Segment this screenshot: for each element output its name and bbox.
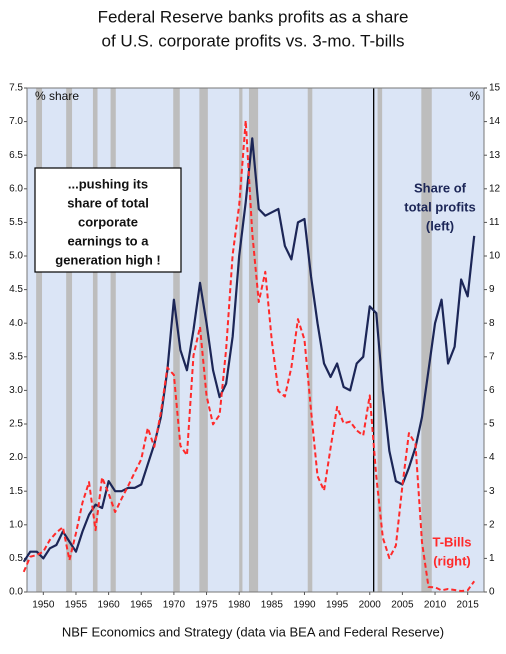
y-tick-label: 2.0 [9,452,23,463]
recession-band [110,88,116,592]
x-tick-label: 1950 [32,600,55,611]
series-label: (right) [433,553,471,568]
x-tick-label: 1975 [195,600,218,611]
y2-tick-label: 3 [489,486,495,497]
y-tick-label: 7.5 [9,83,23,94]
y2-tick-label: 0 [489,587,495,598]
x-tick-label: 1980 [228,600,251,611]
y-tick-label: 4.5 [9,284,23,295]
chart-title: of U.S. corporate profits vs. 3-mo. T-bi… [102,31,405,50]
y2-tick-label: 12 [489,183,501,194]
x-tick-label: 2015 [457,600,480,611]
source-note: NBF Economics and Strategy (data via BEA… [62,624,444,639]
annotation-text: corporate [78,214,138,229]
x-tick-label: 1960 [97,600,120,611]
y-tick-label: 1.5 [9,486,23,497]
x-tick-label: 1990 [293,600,316,611]
recession-band [248,88,259,592]
y2-tick-label: 10 [489,251,501,262]
y-tick-label: 6.0 [9,183,23,194]
x-tick-label: 2005 [391,600,414,611]
recession-band [239,88,243,592]
y-tick-label: 0.0 [9,587,23,598]
y-tick-label: 6.5 [9,150,23,161]
x-tick-label: 1965 [130,600,153,611]
y2-tick-label: 15 [489,83,501,94]
y2-tick-label: 13 [489,150,501,161]
x-tick-label: 2010 [424,600,447,611]
chart-title: Federal Reserve banks profits as a share [98,7,409,26]
series-label: T-Bills [432,534,471,549]
annotation-text: share of total [67,195,149,210]
series-label: total profits [404,199,476,214]
y-tick-label: 3.5 [9,351,23,362]
y-tick-label: 7.0 [9,116,23,127]
recession-band [377,88,383,592]
recession-band [36,88,43,592]
series-line [22,119,476,592]
y2-tick-label: 7 [489,351,495,362]
y2-tick-label: 9 [489,284,495,295]
recession-band [199,88,208,592]
y2-tick-label: 5 [489,419,495,430]
y2-tick-label: 8 [489,318,495,329]
y-tick-label: 3.0 [9,385,23,396]
recession-band [66,88,73,592]
recession-band [421,88,432,592]
y-tick-label: 5.5 [9,217,23,228]
recession-band [92,88,98,592]
recession-band [173,88,180,592]
y2-tick-label: 11 [489,217,500,228]
y-tick-label: 5.0 [9,251,23,262]
series-label: (left) [426,218,454,233]
annotation-text: generation high ! [55,252,160,267]
y2-tick-label: 6 [489,385,495,396]
recession-band [307,88,313,592]
y-tick-label: 2.5 [9,419,23,430]
annotation-text: earnings to a [68,233,150,248]
y2-tick-label: 1 [489,553,495,564]
y2-tick-label: 2 [489,519,495,530]
plot-frame [26,87,485,593]
x-tick-label: 1995 [326,600,349,611]
y2-axis-label: % [469,89,480,103]
annotation-box [34,167,182,273]
y-axis-label: % share [35,89,79,103]
x-tick-label: 2000 [359,600,382,611]
y-tick-label: 4.0 [9,318,23,329]
x-tick-label: 1970 [163,600,186,611]
x-tick-label: 1985 [261,600,284,611]
x-tick-label: 1955 [65,600,88,611]
series-label: Share of [414,180,467,195]
annotation-text: ...pushing its [68,176,148,191]
y2-tick-label: 14 [489,116,501,127]
y2-tick-label: 4 [489,452,495,463]
y-tick-label: 0.5 [9,553,23,564]
y-tick-label: 1.0 [9,519,23,530]
